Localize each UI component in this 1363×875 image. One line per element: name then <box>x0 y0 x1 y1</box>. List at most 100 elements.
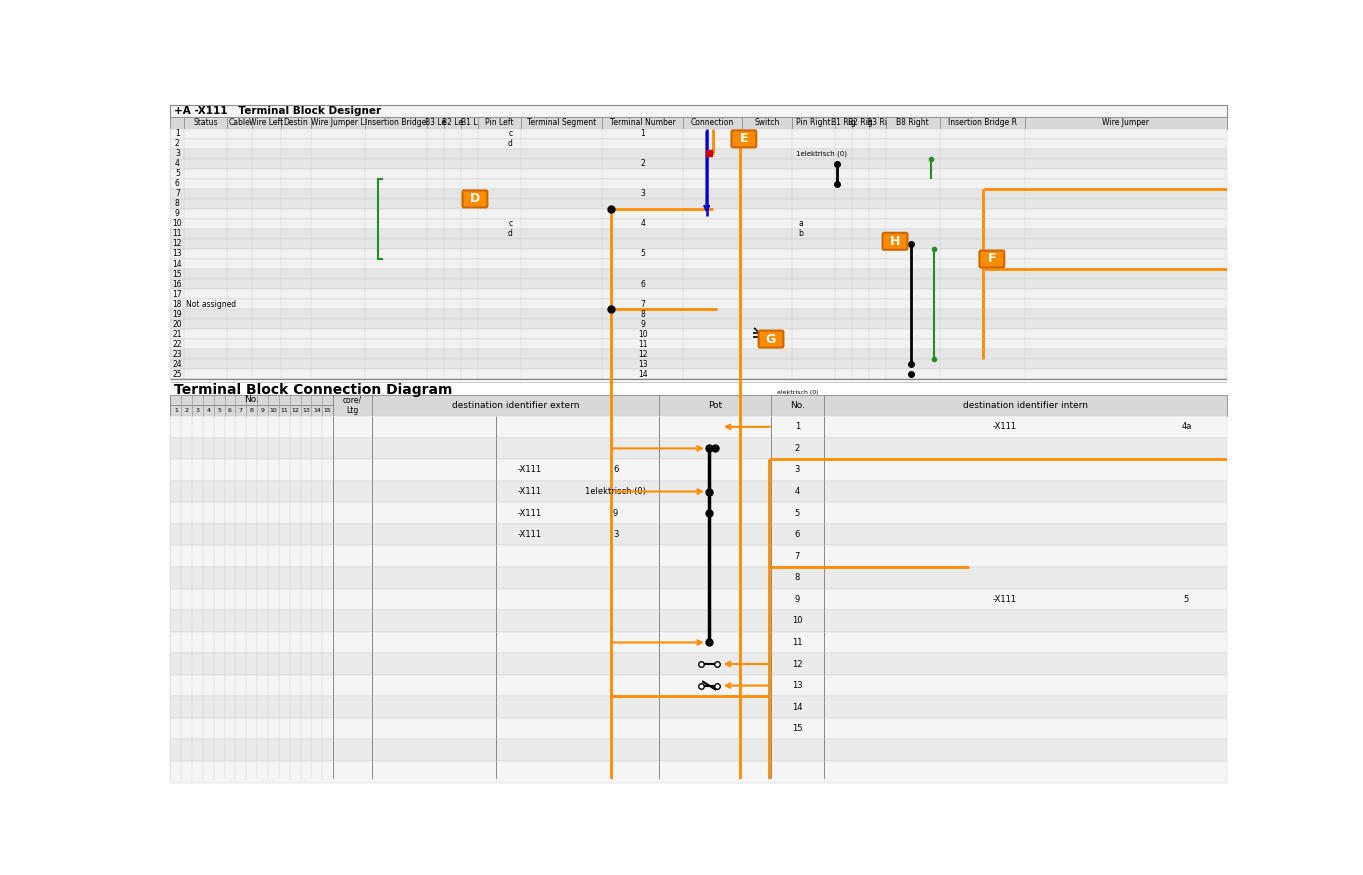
Text: 17: 17 <box>173 290 183 298</box>
Bar <box>170 279 1227 289</box>
Text: 12: 12 <box>792 660 803 668</box>
Text: 3: 3 <box>795 466 800 474</box>
Text: B2 Rig: B2 Rig <box>848 118 872 127</box>
Bar <box>170 229 1227 239</box>
Text: B2 Le: B2 Le <box>442 118 463 127</box>
Bar <box>170 610 1227 632</box>
Text: B3 Ri: B3 Ri <box>867 118 887 127</box>
FancyBboxPatch shape <box>759 331 784 347</box>
FancyBboxPatch shape <box>883 233 908 249</box>
Bar <box>461 116 478 129</box>
Text: 1: 1 <box>795 423 800 431</box>
Text: 20: 20 <box>173 319 183 329</box>
Text: B8 Right: B8 Right <box>897 118 930 127</box>
Text: 24: 24 <box>173 360 183 368</box>
Bar <box>170 129 1227 139</box>
Text: -X111: -X111 <box>518 466 541 474</box>
Text: 15: 15 <box>792 724 803 733</box>
Text: -X111: -X111 <box>518 508 541 518</box>
Text: destination identifier intern: destination identifier intern <box>962 401 1088 410</box>
Text: 4: 4 <box>174 159 180 168</box>
Text: Destin: Destin <box>284 118 308 127</box>
Bar <box>252 116 281 129</box>
Text: c: c <box>508 220 512 228</box>
Text: F: F <box>988 253 996 265</box>
Bar <box>170 567 1227 589</box>
Text: 4: 4 <box>795 487 800 496</box>
Text: -X111: -X111 <box>994 595 1017 604</box>
Text: 3: 3 <box>613 530 619 539</box>
Text: 2: 2 <box>174 139 180 149</box>
Text: No.: No. <box>789 401 804 410</box>
Bar <box>170 459 1227 480</box>
Text: G: G <box>766 332 776 346</box>
Bar <box>170 219 1227 229</box>
Text: 7: 7 <box>795 552 800 561</box>
Text: +A -X111   Terminal Block Designer: +A -X111 Terminal Block Designer <box>174 106 382 116</box>
Bar <box>868 116 886 129</box>
Bar <box>170 718 1227 739</box>
Text: -X111: -X111 <box>994 423 1017 431</box>
Text: 8: 8 <box>641 310 645 318</box>
Bar <box>372 395 658 416</box>
Text: B3 Le: B3 Le <box>425 118 446 127</box>
Text: 1elektrisch (0): 1elektrisch (0) <box>585 487 646 496</box>
Text: 9: 9 <box>174 209 180 219</box>
Bar <box>170 405 333 416</box>
Text: 5: 5 <box>1184 595 1189 604</box>
Text: 11: 11 <box>173 229 183 239</box>
Bar <box>683 116 741 129</box>
Bar <box>170 319 1227 329</box>
Text: 19: 19 <box>173 310 183 318</box>
Text: 14: 14 <box>792 703 803 711</box>
Bar <box>170 675 1227 696</box>
Text: 4: 4 <box>206 409 210 413</box>
Text: 11: 11 <box>638 340 647 348</box>
Text: c: c <box>508 130 512 138</box>
Text: a: a <box>799 220 803 228</box>
Bar <box>170 189 1227 199</box>
Bar <box>170 359 1227 369</box>
Text: 4a: 4a <box>1182 423 1191 431</box>
Bar <box>170 249 1227 259</box>
Text: Wire Jumper: Wire Jumper <box>1103 118 1149 127</box>
Text: 11: 11 <box>281 409 288 413</box>
Text: Connection: Connection <box>691 118 735 127</box>
Bar <box>170 289 1227 299</box>
Text: Terminal Number: Terminal Number <box>609 118 676 127</box>
Bar <box>170 116 184 129</box>
Text: 9: 9 <box>641 319 645 329</box>
Bar <box>170 269 1227 279</box>
Bar <box>170 329 1227 340</box>
Text: 10: 10 <box>792 616 803 626</box>
Text: d: d <box>508 229 512 239</box>
Text: B1 L: B1 L <box>461 118 478 127</box>
Bar <box>170 116 1227 129</box>
Bar <box>170 524 1227 545</box>
Text: Cable: Cable <box>229 118 251 127</box>
Text: ≠: ≠ <box>756 331 765 341</box>
Text: 2: 2 <box>641 159 645 168</box>
Text: E: E <box>740 132 748 145</box>
Bar <box>741 116 792 129</box>
Text: 8: 8 <box>795 573 800 582</box>
Bar <box>170 632 1227 654</box>
Text: 2: 2 <box>795 444 800 453</box>
Bar <box>170 199 1227 209</box>
Bar <box>602 116 683 129</box>
Bar <box>281 116 311 129</box>
Text: 1elektrisch (0): 1elektrisch (0) <box>796 150 846 158</box>
Bar <box>886 116 940 129</box>
FancyBboxPatch shape <box>732 130 756 147</box>
Text: 12: 12 <box>292 409 298 413</box>
Text: 13: 13 <box>303 409 309 413</box>
Bar <box>170 259 1227 269</box>
Text: 13: 13 <box>792 681 803 690</box>
Text: Terminal Segment: Terminal Segment <box>526 118 596 127</box>
Text: No.: No. <box>244 396 259 404</box>
Text: d: d <box>508 139 512 149</box>
Text: 7: 7 <box>641 299 645 309</box>
Text: 14: 14 <box>173 260 183 269</box>
Text: 8: 8 <box>174 200 180 208</box>
Bar <box>170 369 1227 379</box>
